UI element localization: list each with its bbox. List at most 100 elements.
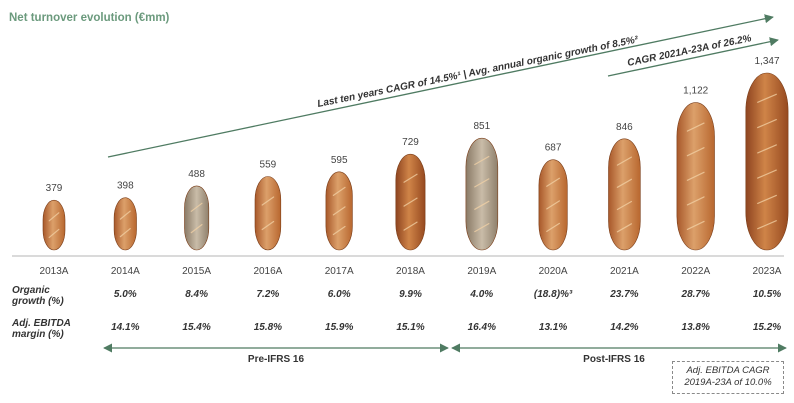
organic-growth-2016A: 7.2% — [257, 289, 280, 300]
bread-score-mark — [686, 147, 705, 157]
pre-ifrs-label: Pre-IFRS 16 — [248, 354, 305, 365]
ebitda-margin-label-line2: margin (%) — [12, 329, 64, 340]
bread-score-mark — [616, 156, 633, 166]
x-tick-2020A: 2020A — [539, 266, 568, 277]
x-tick-2014A: 2014A — [111, 266, 140, 277]
bread-score-mark — [332, 186, 346, 196]
ten-year-cagr-arrow — [107, 14, 774, 158]
post-ifrs-label: Post-IFRS 16 — [583, 354, 645, 365]
ebitda-margin-2016A: 15.8% — [254, 322, 282, 333]
bread-bar-2016A — [254, 176, 282, 251]
bread-score-mark — [686, 220, 705, 230]
bread-score-mark — [757, 169, 777, 179]
organic-growth-row: 5.0% 8.4% 7.2% 6.0% 9.9% 4.0% (18.8)%³ 23.7% 28.… — [114, 289, 781, 300]
bread-score-mark — [474, 223, 490, 233]
value-label-2018A: 729 — [402, 137, 419, 148]
bread-score-mark — [190, 224, 203, 234]
bread-score-mark — [403, 221, 418, 231]
bread-score-mark — [757, 93, 777, 103]
value-label-2017A: 595 — [331, 155, 348, 166]
x-tick-2023A: 2023A — [753, 266, 782, 277]
bread-score-mark — [261, 196, 275, 206]
bread-score-mark — [616, 200, 633, 211]
bread-score-mark — [119, 210, 131, 220]
x-tick-labels: 2013A 2014A 2015A 2016A 2017A 2018A 2019A 2020A… — [40, 266, 782, 277]
bread-score-mark — [474, 178, 490, 188]
ebitda-cagr-note-line1: Adj. EBITDA CAGR — [686, 365, 770, 376]
ebitda-margin-2023A: 15.2% — [753, 322, 781, 333]
value-label-2013A: 379 — [46, 183, 63, 194]
ebitda-margin-2014A: 14.1% — [111, 322, 139, 333]
organic-growth-2014A: 5.0% — [114, 289, 137, 300]
x-tick-2013A: 2013A — [40, 266, 69, 277]
organic-growth-2022A: 28.7% — [681, 289, 710, 300]
ebitda-margin-2019A: 16.4% — [468, 322, 496, 333]
organic-growth-label-line1: Organic — [12, 285, 50, 296]
bread-bar-2015A — [184, 185, 210, 251]
ebitda-margin-2015A: 15.4% — [182, 322, 210, 333]
bread-score-mark — [616, 178, 633, 188]
bread-score-mark — [546, 177, 561, 187]
value-label-2019A: 851 — [473, 121, 490, 132]
ebitda-cagr-note: Adj. EBITDA CAGR 2019A-23A of 10.0% — [672, 361, 784, 394]
bread-score-mark — [48, 212, 60, 222]
ebitda-margin-2020A: 13.1% — [539, 322, 567, 333]
x-tick-2018A: 2018A — [396, 266, 425, 277]
bread-bar-2021A — [608, 138, 641, 251]
chart-title: Net turnover evolution (€mm) — [9, 12, 170, 24]
bread-score-mark — [757, 118, 777, 129]
value-labels: 379 398 488 559 595 729 851 687 846 1,122 1,347 — [46, 56, 780, 194]
value-label-2014A: 398 — [117, 181, 134, 192]
bread-score-mark — [757, 194, 777, 204]
x-tick-2017A: 2017A — [325, 266, 354, 277]
organic-growth-2023A: 10.5% — [753, 289, 781, 300]
ebitda-margin-row-label: Adj. EBITDA margin (%) — [12, 318, 92, 340]
bread-score-mark — [332, 206, 346, 216]
recent-cagr-arrow — [607, 37, 779, 77]
bread-score-mark — [48, 228, 60, 238]
value-label-2015A: 488 — [188, 169, 205, 180]
bread-score-mark — [332, 225, 346, 236]
x-tick-2019A: 2019A — [467, 266, 496, 277]
bread-bar-2013A — [42, 199, 66, 251]
bread-score-mark — [403, 197, 418, 207]
ten-year-cagr-label: Last ten years CAGR of 14.5%¹ | Avg. ann… — [316, 34, 639, 110]
bread-score-mark — [119, 228, 131, 238]
ebitda-margin-2022A: 13.8% — [682, 322, 710, 333]
ebitda-margin-2021A: 14.2% — [610, 322, 638, 333]
organic-growth-2015A: 8.4% — [185, 289, 208, 300]
ebitda-margin-2017A: 15.9% — [325, 322, 353, 333]
ebitda-cagr-note-line2: 2019A-23A of 10.0% — [684, 377, 772, 388]
bread-score-mark — [474, 200, 490, 210]
bread-score-mark — [403, 173, 418, 183]
value-label-2021A: 846 — [616, 122, 633, 133]
x-tick-2022A: 2022A — [681, 266, 710, 277]
bread-score-mark — [686, 171, 705, 181]
bread-score-mark — [546, 222, 561, 232]
bread-score-mark — [190, 202, 203, 212]
recent-cagr-label: CAGR 2021A-23A of 26.2% — [626, 33, 752, 69]
bread-bars — [42, 72, 789, 251]
organic-growth-2019A: 4.0% — [469, 289, 493, 300]
organic-growth-2020A: (18.8)%³ — [534, 289, 573, 300]
x-tick-2016A: 2016A — [253, 266, 282, 277]
organic-growth-row-label: Organic growth (%) — [12, 285, 92, 307]
ebitda-margin-label-line1: Adj. EBITDA — [12, 318, 71, 329]
bread-score-mark — [474, 155, 490, 166]
organic-growth-label-line2: growth (%) — [12, 296, 64, 307]
bread-bar-2023A — [745, 72, 789, 251]
bread-score-mark — [757, 144, 777, 154]
organic-growth-2017A: 6.0% — [328, 289, 351, 300]
bread-score-mark — [616, 223, 633, 233]
ebitda-margin-2018A: 15.1% — [396, 322, 424, 333]
organic-growth-2018A: 9.9% — [399, 289, 422, 300]
x-tick-2021A: 2021A — [610, 266, 639, 277]
bread-score-mark — [757, 220, 777, 230]
bread-score-mark — [261, 220, 275, 231]
bread-score-mark — [546, 200, 561, 210]
bread-score-mark — [686, 196, 705, 206]
value-label-2016A: 559 — [260, 160, 277, 171]
value-label-2020A: 687 — [545, 143, 562, 154]
bread-bar-2019A — [465, 137, 499, 251]
